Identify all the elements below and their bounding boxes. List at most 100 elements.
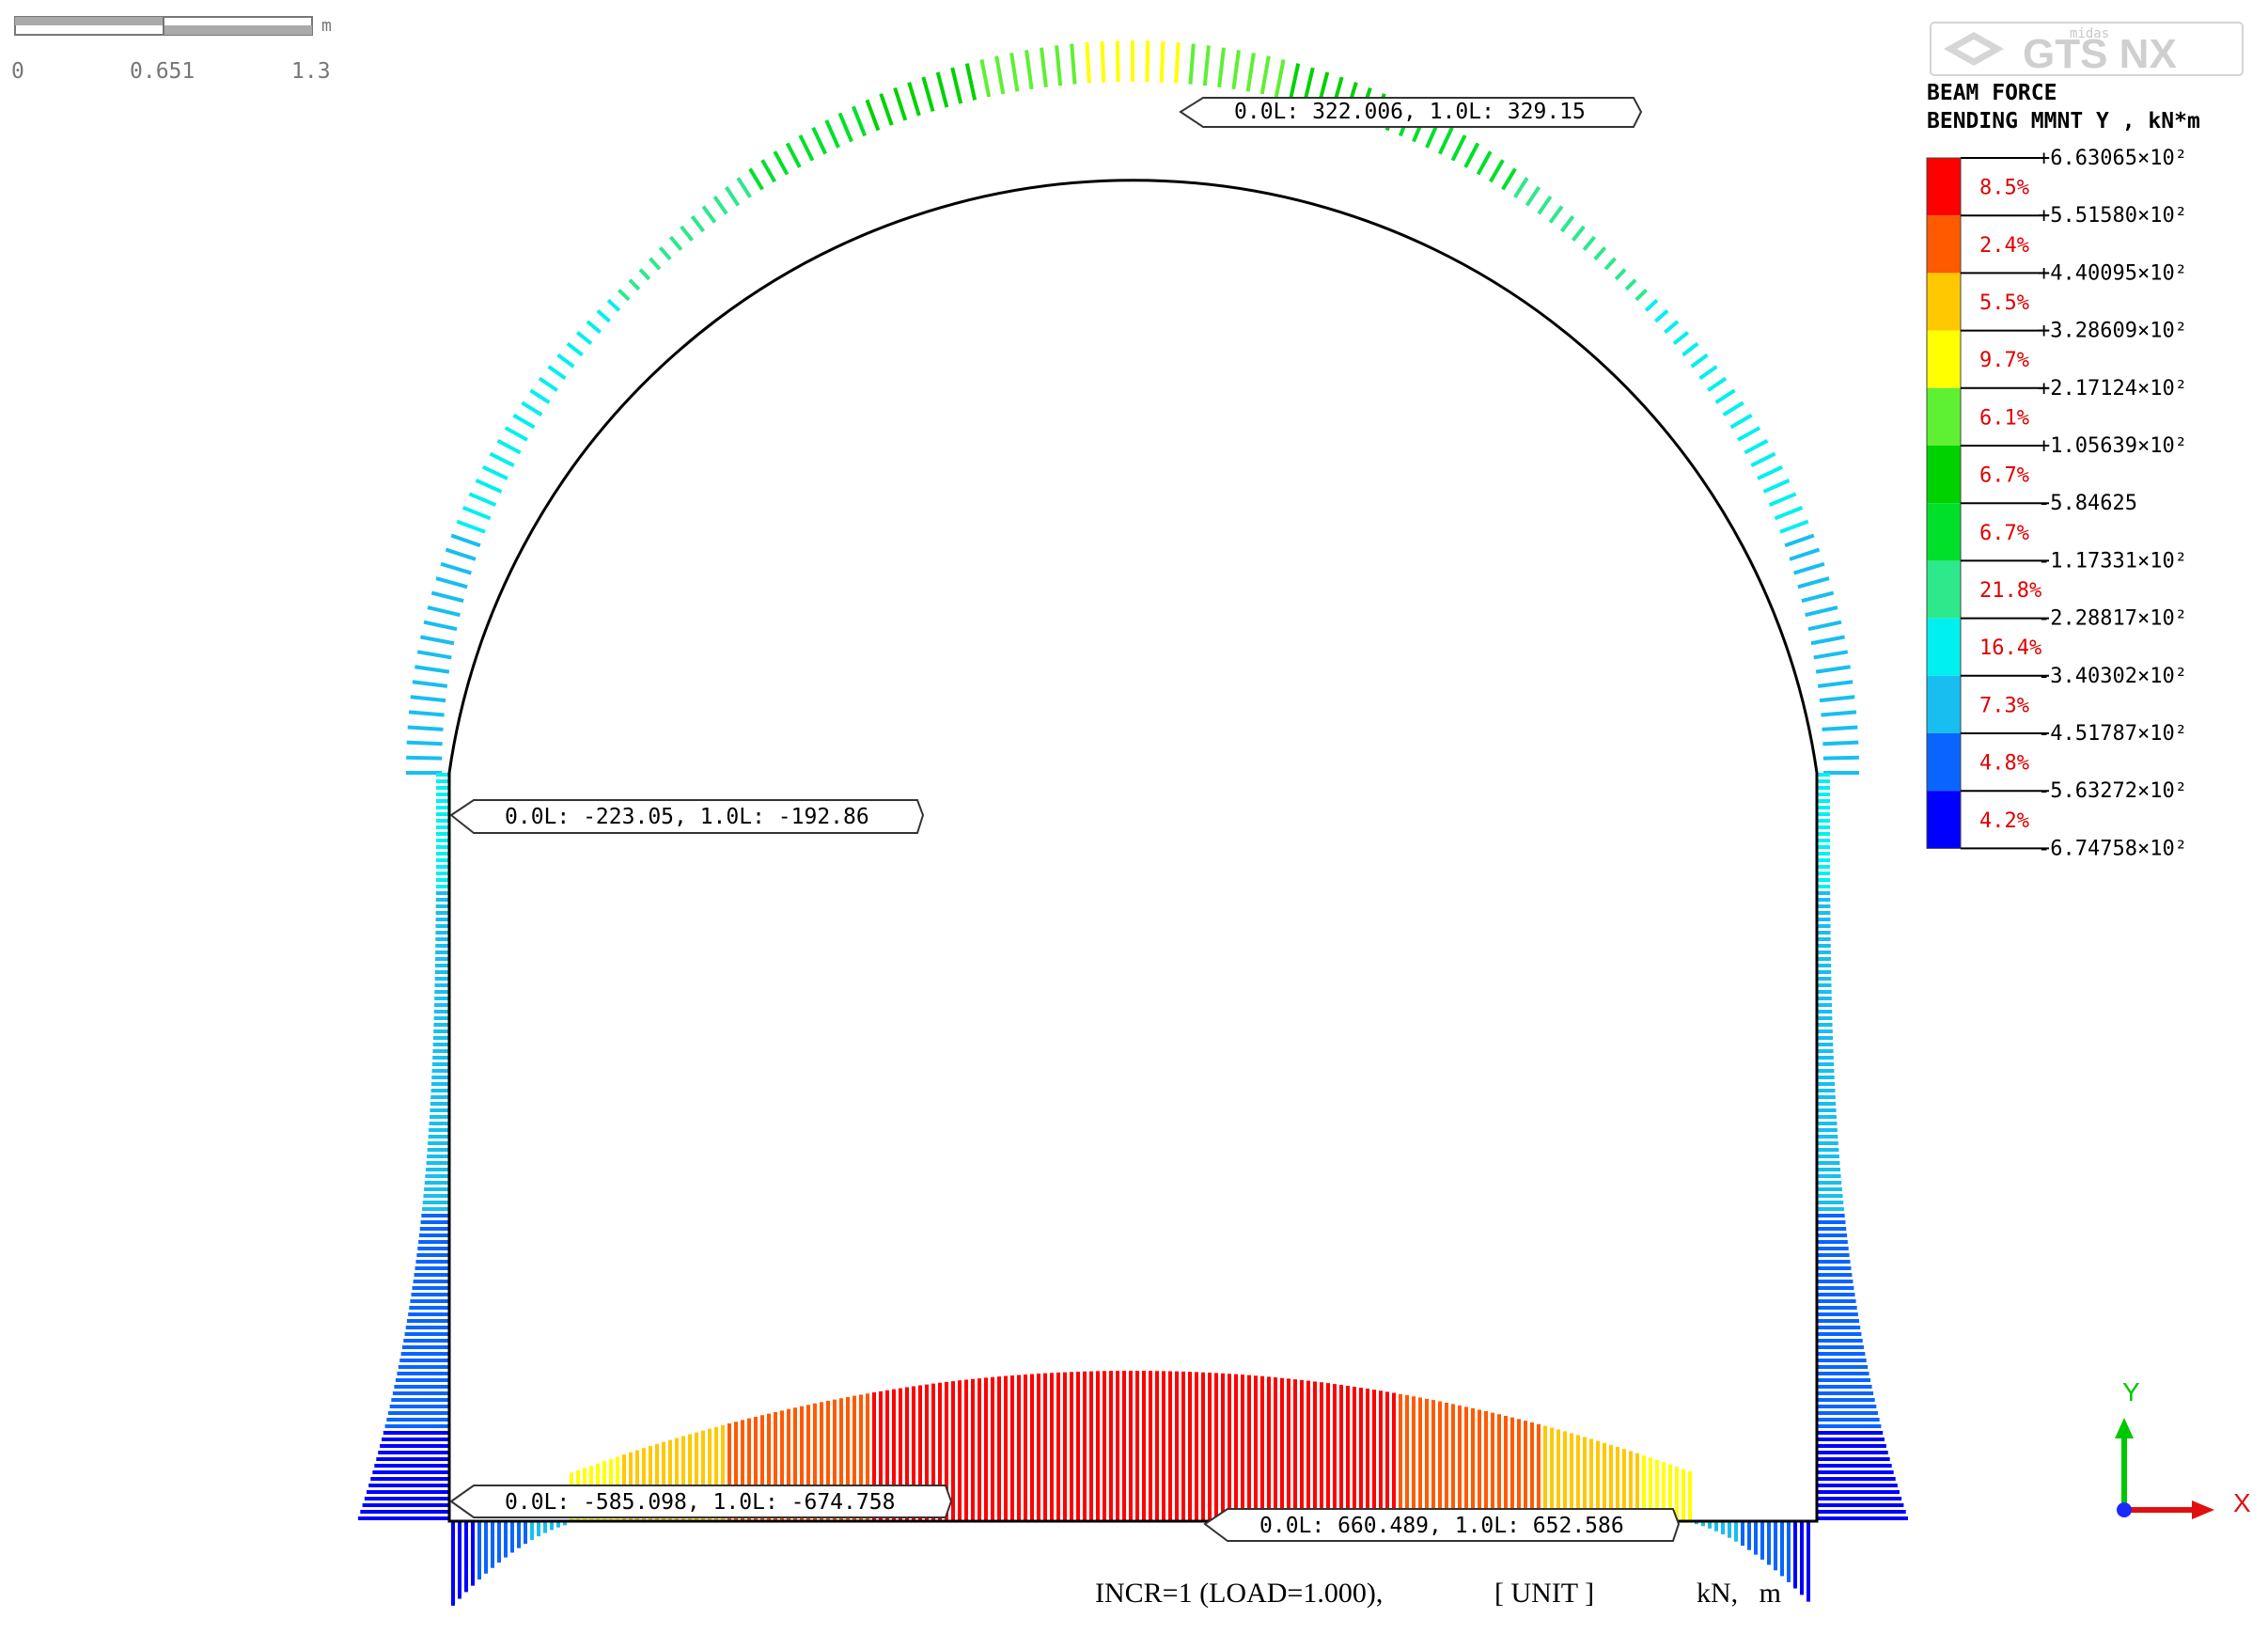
moment-bar: [1822, 755, 1859, 761]
legend-band: [1927, 503, 1961, 561]
callout-corner[interactable]: 0.0L: -585.098, 1.0L: -674.758: [449, 1485, 953, 1518]
moment-bar: [1807, 620, 1842, 632]
moment-bar: [690, 214, 706, 233]
increment-label: INCR=1 (LOAD=1.000),: [1095, 1578, 1383, 1609]
legend-title: BEAM FORCE: [1927, 81, 2057, 105]
legend-band-percent: 4.2%: [1979, 809, 2029, 833]
legend-band: [1927, 560, 1961, 619]
moment-bar: [1525, 185, 1541, 207]
moment-bar: [1100, 40, 1106, 83]
moment-bar: [410, 695, 446, 703]
moment-bar: [1202, 45, 1211, 86]
moment-bar: [450, 533, 481, 548]
moment-bar: [1698, 365, 1718, 381]
moment-bar: [1729, 413, 1753, 430]
moment-bar: [468, 492, 497, 508]
legend-band-percent: 6.1%: [1979, 406, 2029, 430]
moment-bar: [907, 82, 921, 117]
legend-band-percent: 16.4%: [1979, 636, 2041, 660]
moment-bar: [935, 71, 949, 108]
moment-bar: [521, 401, 543, 416]
moment-bar: [420, 635, 455, 646]
moment-bar: [1707, 376, 1728, 392]
moment-bar: [1188, 43, 1196, 85]
moment-bar: [1672, 330, 1690, 346]
moment-bar: [1476, 150, 1493, 176]
moment-bar: [1489, 159, 1505, 183]
legend-band-percent: 6.7%: [1979, 464, 2029, 488]
moment-bar: [638, 268, 651, 281]
moment-bar: [1274, 59, 1286, 98]
moment-bar: [489, 451, 515, 467]
moment-bar: [811, 126, 828, 155]
legend-level: +5.51580×10²: [2038, 204, 2187, 228]
moment-bar: [1757, 464, 1784, 480]
moment-bar: [412, 680, 448, 688]
legend-band-percent: 5.5%: [1979, 291, 2029, 315]
moment-bar: [773, 150, 790, 176]
moment-bar: [649, 257, 662, 271]
moment-bar: [406, 755, 443, 761]
legend-band: [1927, 733, 1961, 792]
moment-bar: [547, 365, 567, 381]
moment-bar: [979, 59, 992, 98]
logo-brand: midas: [2070, 26, 2109, 41]
legend-subtitle: BENDING MMNT Y , kN*m: [1927, 109, 2200, 134]
legend-band: [1927, 618, 1961, 676]
callout-invert[interactable]: 0.0L: 660.489, 1.0L: 652.586: [1203, 1508, 1681, 1542]
moment-bar: [1025, 50, 1034, 90]
legend-band-percent: 9.7%: [1979, 349, 2029, 372]
moment-bar: [445, 547, 477, 561]
moment-bar: [1744, 438, 1769, 455]
moment-bar: [617, 288, 631, 302]
legend-level: -5.84625: [2038, 492, 2137, 515]
legend-level: +6.63065×10²: [2038, 147, 2187, 170]
moment-bar: [994, 55, 1006, 95]
legend-band: [1927, 215, 1961, 274]
moment-bar: [566, 341, 584, 357]
moment-bar: [1810, 635, 1845, 646]
legend-band: [1927, 675, 1961, 733]
tunnel-lining[interactable]: [447, 179, 1819, 1523]
scale-bar-unit: m: [321, 16, 332, 36]
moment-bar: [1571, 225, 1586, 242]
moment-bar: [1259, 55, 1271, 95]
legend-band-percent: 2.4%: [1979, 234, 2029, 258]
moment-bar: [1654, 308, 1669, 323]
moment-bar: [456, 519, 486, 534]
legend-band-percent: 6.7%: [1979, 522, 2029, 545]
moment-bar: [1288, 63, 1301, 101]
moment-bar: [893, 86, 908, 121]
moment-bar: [1779, 519, 1809, 534]
moment-bar: [408, 710, 445, 717]
moment-bar: [1231, 50, 1241, 90]
moment-bar: [701, 205, 717, 224]
moment-bar: [1085, 42, 1091, 84]
legend-band: [1927, 158, 1961, 216]
moment-bar: [1681, 341, 1699, 357]
moment-bar: [724, 185, 741, 207]
moment-bar: [1582, 235, 1597, 251]
callout-corner-text: 0.0L: -585.098, 1.0L: -674.758: [505, 1490, 895, 1515]
moment-bar: [416, 650, 452, 660]
callout-crown[interactable]: 0.0L: 322.006, 1.0L: 329.15: [1179, 97, 1643, 128]
moment-bar: [736, 177, 752, 198]
moment-bar: [1437, 126, 1454, 155]
moment-bar: [538, 376, 558, 392]
moment-bar: [1501, 167, 1517, 191]
callout-wall[interactable]: 0.0L: -223.05, 1.0L: -192.86: [449, 799, 925, 834]
units-value: kN, m: [1697, 1578, 1781, 1609]
moment-bar: [1819, 695, 1855, 703]
moment-bar: [586, 320, 602, 335]
moment-bar: [921, 76, 935, 112]
moment-bar: [798, 134, 815, 162]
moment-bar: [423, 620, 458, 632]
moment-bar: [1603, 257, 1617, 271]
axis-x-label: X: [2233, 1488, 2251, 1517]
moment-bar: [1801, 590, 1835, 604]
moment-bar: [596, 308, 611, 323]
legend-band-percent: 4.8%: [1979, 752, 2029, 776]
moment-bar: [1722, 401, 1744, 416]
